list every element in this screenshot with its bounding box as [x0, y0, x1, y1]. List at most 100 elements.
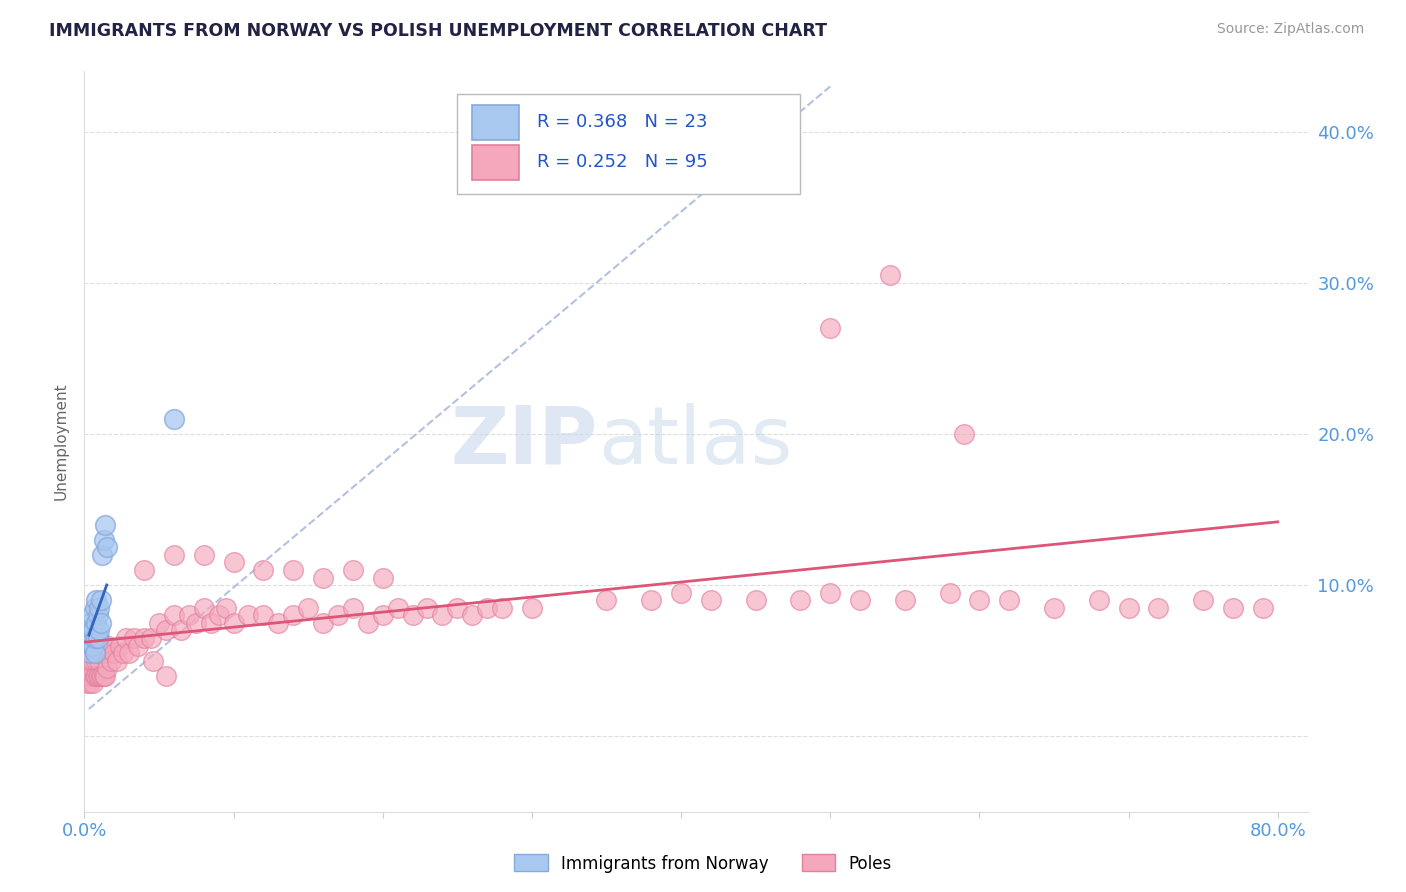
Point [1118, 600, 1140, 615]
Point [87, 631, 110, 645]
Point [91, 646, 114, 660]
Point [849, 593, 872, 607]
Point [80, 624, 103, 638]
Point [132, 631, 155, 645]
Point [155, 669, 177, 683]
Point [79, 615, 101, 630]
Point [83, 631, 105, 645]
FancyBboxPatch shape [472, 104, 519, 140]
Point [894, 593, 917, 607]
Point [879, 268, 901, 283]
Point [371, 608, 394, 623]
Point [103, 646, 125, 660]
Point [818, 321, 841, 335]
Point [94, 646, 117, 660]
Point [1087, 593, 1109, 607]
Point [87, 669, 110, 683]
Point [94, 517, 117, 532]
Point [118, 646, 141, 660]
Point [90, 593, 112, 607]
Point [84, 654, 107, 668]
Text: R = 0.368   N = 23: R = 0.368 N = 23 [537, 113, 707, 131]
Point [80, 669, 103, 683]
Point [93, 669, 115, 683]
Point [77, 631, 100, 645]
Point [401, 608, 423, 623]
Point [163, 548, 186, 562]
Point [267, 615, 290, 630]
Point [90, 669, 112, 683]
Point [115, 631, 138, 645]
Point [100, 654, 122, 668]
Point [90, 646, 112, 660]
Point [640, 140, 662, 154]
Point [84, 615, 107, 630]
Point [1043, 600, 1066, 615]
FancyBboxPatch shape [472, 145, 519, 180]
Point [83, 600, 105, 615]
Point [76, 676, 98, 690]
Point [446, 600, 468, 615]
Point [83, 646, 105, 660]
Point [595, 593, 617, 607]
Point [82, 654, 104, 668]
Point [89, 631, 111, 645]
Point [89, 669, 111, 683]
Point [222, 556, 245, 570]
Point [97, 639, 120, 653]
Point [998, 593, 1021, 607]
Point [177, 608, 200, 623]
Point [669, 585, 692, 599]
Point [127, 639, 149, 653]
Point [238, 608, 260, 623]
Point [155, 624, 177, 638]
Point [93, 639, 115, 653]
Point [90, 615, 112, 630]
Text: IMMIGRANTS FROM NORWAY VS POLISH UNEMPLOYMENT CORRELATION CHART: IMMIGRANTS FROM NORWAY VS POLISH UNEMPLO… [49, 22, 827, 40]
Legend: Immigrants from Norway, Poles: Immigrants from Norway, Poles [508, 847, 898, 880]
Point [283, 608, 305, 623]
Point [312, 615, 335, 630]
Point [170, 624, 193, 638]
Point [252, 608, 274, 623]
Point [312, 570, 335, 584]
Point [89, 654, 111, 668]
Point [252, 563, 274, 577]
Point [193, 600, 215, 615]
Point [789, 593, 811, 607]
Point [83, 646, 105, 660]
Point [700, 593, 723, 607]
FancyBboxPatch shape [457, 94, 800, 194]
Point [222, 615, 245, 630]
Point [207, 608, 229, 623]
Text: ZIP: ZIP [451, 402, 598, 481]
Point [744, 593, 766, 607]
Text: atlas: atlas [598, 402, 793, 481]
Point [283, 563, 305, 577]
Point [461, 608, 484, 623]
Point [193, 548, 215, 562]
Point [818, 585, 841, 599]
Point [77, 646, 100, 660]
Point [148, 615, 170, 630]
Point [84, 669, 107, 683]
Point [82, 624, 104, 638]
Point [84, 593, 107, 607]
Point [326, 608, 349, 623]
Point [80, 639, 103, 653]
Point [79, 676, 101, 690]
Text: Source: ZipAtlas.com: Source: ZipAtlas.com [1216, 22, 1364, 37]
Point [77, 669, 100, 683]
Y-axis label: Unemployment: Unemployment [53, 383, 69, 500]
Point [93, 533, 115, 547]
Point [112, 646, 135, 660]
Point [357, 615, 380, 630]
Point [342, 600, 364, 615]
Point [96, 661, 118, 675]
Point [80, 639, 103, 653]
Point [80, 608, 103, 623]
Point [491, 600, 513, 615]
Point [87, 608, 110, 623]
Point [215, 600, 238, 615]
Point [520, 600, 543, 615]
